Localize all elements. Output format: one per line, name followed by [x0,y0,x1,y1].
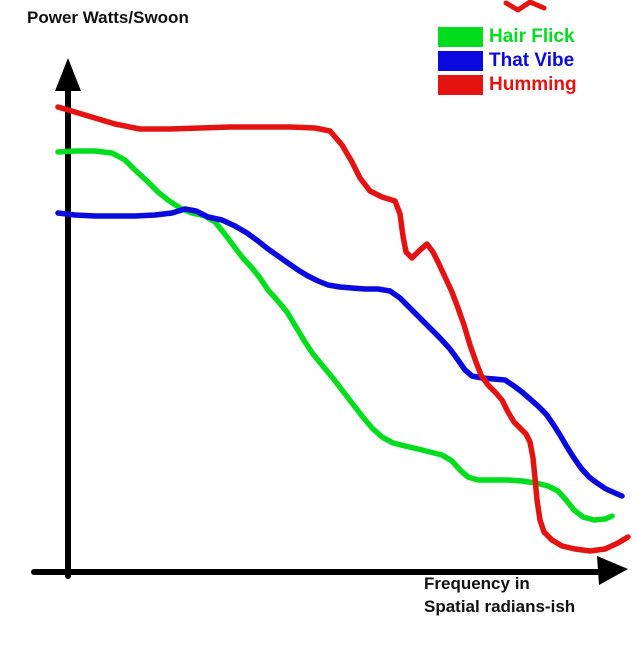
legend-label-hair-flick: Hair Flick [489,25,575,47]
legend-swatch-hair-flick [438,26,483,47]
stray-mark-0 [503,0,547,13]
legend-item-hair-flick: Hair Flick [438,26,577,47]
legend-item-that-vibe: That Vibe [438,50,577,71]
x-axis-title: Frequency in Spatial radians-ish [424,572,575,618]
y-axis-title: Power Watts/Swoon [27,8,189,27]
series-line-that-vibe [55,206,625,499]
series-line-hair-flick [55,148,615,523]
x-axis-title-line2: Spatial radians-ish [424,597,576,616]
legend-label-humming: Humming [489,73,577,95]
x-axis-arrowhead [597,556,628,585]
x-axis-title-line1: Frequency in [424,574,530,593]
legend-swatch-humming [438,74,483,95]
series-line-humming [55,104,631,554]
legend: Hair Flick That Vibe Humming [438,26,577,95]
legend-swatch-that-vibe [438,50,483,71]
y-axis-arrowhead [55,58,81,91]
legend-label-that-vibe: That Vibe [489,49,575,71]
legend-item-humming: Humming [438,74,577,95]
